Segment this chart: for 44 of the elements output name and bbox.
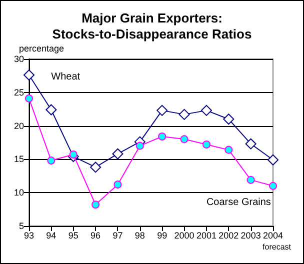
x-tick-label: 2002 bbox=[218, 230, 239, 240]
series-label: Coarse Grains bbox=[206, 197, 271, 208]
text: forecast bbox=[262, 242, 292, 252]
x-tick-label: 96 bbox=[90, 230, 101, 240]
x-tick-label: 94 bbox=[46, 230, 56, 240]
y-axis-title: percentage bbox=[19, 44, 64, 54]
y-tick-label: 30 bbox=[14, 54, 24, 64]
point bbox=[47, 156, 56, 165]
point bbox=[202, 140, 210, 148]
chart-title: Major Grain Exporters: Stocks-to-Disappearance Ratios bbox=[52, 10, 252, 42]
point bbox=[269, 182, 277, 190]
x-tick-label: 2001 bbox=[196, 230, 216, 240]
x-tick-label: 2004 bbox=[262, 230, 284, 240]
point bbox=[245, 138, 256, 150]
point bbox=[114, 180, 122, 189]
point bbox=[92, 200, 100, 209]
y-tick-label: 20 bbox=[14, 120, 24, 131]
point bbox=[246, 176, 255, 184]
series-label: Wheat bbox=[51, 72, 80, 83]
y-tick-label: 25 bbox=[14, 87, 24, 98]
point bbox=[136, 142, 144, 150]
x-tick-label: 95 bbox=[68, 230, 78, 240]
x-tick-label: 2003 bbox=[240, 230, 261, 240]
point bbox=[69, 150, 78, 159]
point bbox=[224, 146, 233, 154]
point bbox=[112, 148, 124, 160]
point bbox=[200, 104, 212, 116]
x-tick-label: 2000 bbox=[174, 230, 194, 240]
point bbox=[90, 162, 102, 173]
x-tick-label: 93 bbox=[24, 230, 34, 240]
point bbox=[178, 108, 190, 120]
y-tick-label: 15 bbox=[14, 154, 24, 164]
point bbox=[180, 135, 188, 144]
y-tick-label: 5 bbox=[18, 221, 24, 231]
point bbox=[223, 114, 234, 125]
point bbox=[156, 104, 168, 116]
x-tick-label: 98 bbox=[134, 230, 145, 240]
point bbox=[46, 104, 57, 116]
x-tick-label: 97 bbox=[112, 230, 123, 240]
point bbox=[158, 132, 166, 140]
point bbox=[268, 154, 278, 166]
point bbox=[24, 70, 34, 81]
y-tick-label: 10 bbox=[14, 188, 24, 198]
x-tick-label: 99 bbox=[157, 230, 168, 240]
